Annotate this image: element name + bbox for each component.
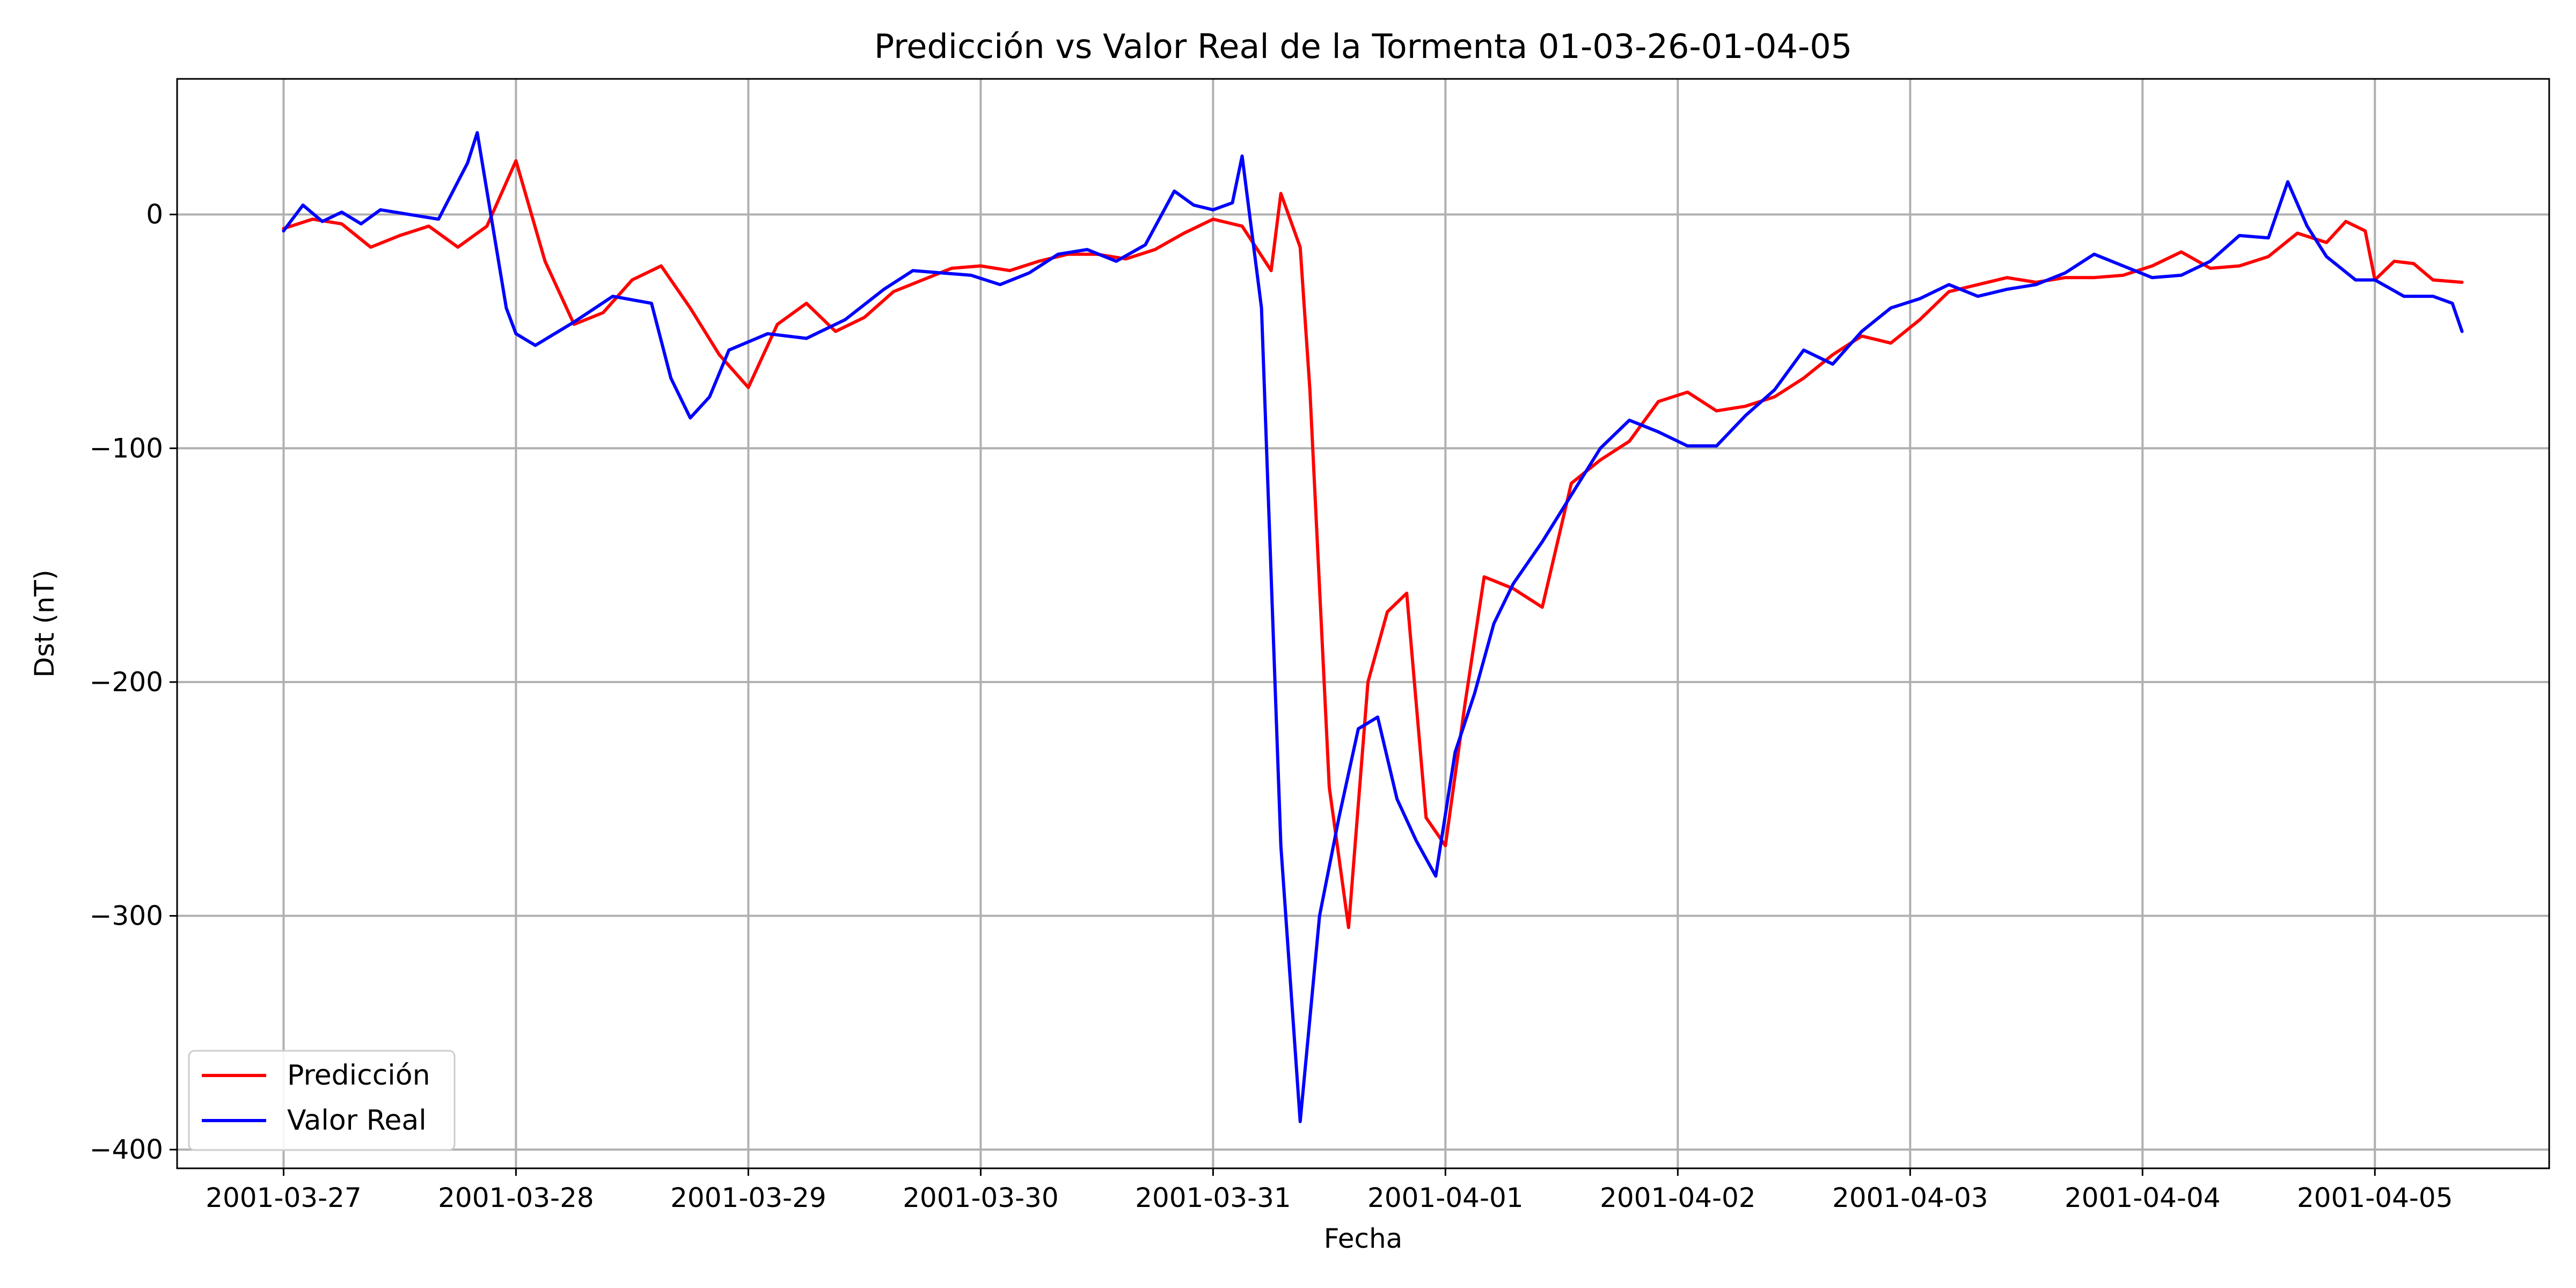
x-axis-label: Fecha	[1324, 1223, 1403, 1254]
chart-title: Predicción vs Valor Real de la Tormenta …	[874, 27, 1852, 66]
x-tick-label: 2001-04-04	[2065, 1182, 2221, 1213]
legend-label-valor-real: Valor Real	[287, 1104, 427, 1137]
y-tick-label: −100	[90, 433, 163, 464]
legend-label-prediccion: Predicción	[287, 1059, 430, 1092]
x-tick-label: 2001-03-27	[206, 1182, 362, 1213]
x-tick-label: 2001-04-03	[1832, 1182, 1988, 1213]
x-tick-label: 2001-03-30	[903, 1182, 1059, 1213]
x-tick-label: 2001-03-31	[1135, 1182, 1291, 1213]
ticks: 2001-03-27 2001-03-28 2001-03-29 2001-03-30…	[90, 199, 2453, 1213]
legend: Predicción Valor Real	[188, 1050, 456, 1151]
series-line-prediccion	[282, 159, 2464, 930]
series-layer	[282, 131, 2464, 1123]
grid	[177, 79, 2549, 1168]
y-axis-label: Dst (nT)	[29, 569, 60, 677]
x-tick-label: 2001-04-02	[1600, 1182, 1756, 1213]
x-tick-label: 2001-04-05	[2297, 1182, 2453, 1213]
plot-frame	[176, 78, 2550, 1169]
y-tick-label: −200	[90, 667, 163, 698]
x-tick-label: 2001-04-01	[1367, 1182, 1524, 1213]
y-tick-label: 0	[146, 199, 163, 230]
y-tick-label: −300	[90, 901, 163, 932]
x-tick-label: 2001-03-28	[438, 1182, 594, 1213]
x-tick-label: 2001-03-29	[670, 1182, 826, 1213]
y-tick-label: −400	[90, 1134, 163, 1165]
series-line-valor-real	[282, 131, 2464, 1123]
